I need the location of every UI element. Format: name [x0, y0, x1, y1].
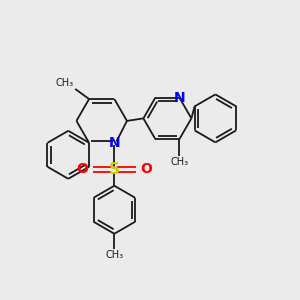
- Text: CH₃: CH₃: [170, 157, 188, 167]
- Text: CH₃: CH₃: [105, 250, 123, 260]
- Text: S: S: [109, 162, 120, 177]
- Text: N: N: [109, 136, 120, 150]
- Text: N: N: [174, 91, 185, 105]
- Text: CH₃: CH₃: [56, 78, 74, 88]
- Text: O: O: [141, 162, 152, 176]
- Text: O: O: [76, 162, 88, 176]
